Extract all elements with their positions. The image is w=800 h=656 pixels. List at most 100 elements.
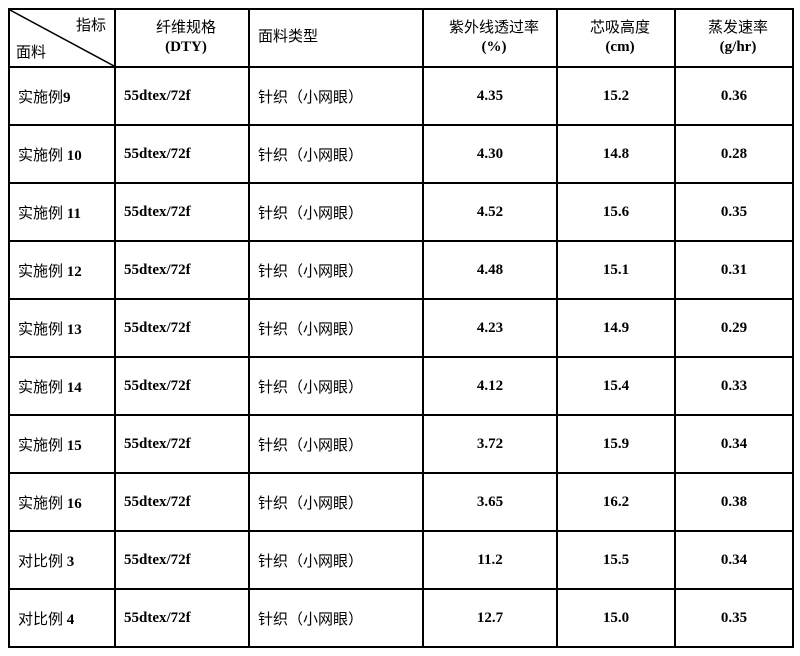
cell-fiber-spec: 55dtex/72f bbox=[115, 183, 249, 241]
fabric-data-table: 指标 面料 纤维规格 (DTY) 面料类型 紫外线透过率 (%) 芯吸高度 (c… bbox=[8, 8, 794, 648]
table-row: 实施例 1655dtex/72f针织（小网眼）3.6516.20.38 bbox=[9, 473, 793, 531]
sample-name-prefix: 实施例 bbox=[18, 380, 67, 396]
header-diagonal: 指标 面料 bbox=[9, 9, 115, 67]
cell-uv: 12.7 bbox=[423, 589, 557, 647]
cell-evap: 0.33 bbox=[675, 357, 793, 415]
sample-name-prefix: 实施例 bbox=[18, 322, 67, 338]
sample-name-prefix: 对比例 bbox=[18, 554, 67, 570]
cell-uv: 3.72 bbox=[423, 415, 557, 473]
table-row: 对比例 455dtex/72f针织（小网眼）12.715.00.35 bbox=[9, 589, 793, 647]
cell-fabric-type: 针织（小网眼） bbox=[249, 473, 423, 531]
sample-name-prefix: 实施例 bbox=[18, 148, 67, 164]
cell-fabric-type: 针织（小网眼） bbox=[249, 415, 423, 473]
cell-sample-name: 实施例 11 bbox=[9, 183, 115, 241]
table-row: 实施例955dtex/72f针织（小网眼）4.3515.20.36 bbox=[9, 67, 793, 125]
cell-evap: 0.34 bbox=[675, 531, 793, 589]
cell-uv: 4.12 bbox=[423, 357, 557, 415]
cell-uv: 3.65 bbox=[423, 473, 557, 531]
sample-name-number: 9 bbox=[63, 90, 71, 106]
cell-wick: 16.2 bbox=[557, 473, 675, 531]
table-header-row: 指标 面料 纤维规格 (DTY) 面料类型 紫外线透过率 (%) 芯吸高度 (c… bbox=[9, 9, 793, 67]
sample-name-number: 13 bbox=[67, 322, 82, 338]
sample-name-prefix: 对比例 bbox=[18, 612, 67, 628]
cell-uv: 4.35 bbox=[423, 67, 557, 125]
header-evap: 蒸发速率 (g/hr) bbox=[675, 9, 793, 67]
header-wick: 芯吸高度 (cm) bbox=[557, 9, 675, 67]
table-row: 实施例 1255dtex/72f针织（小网眼）4.4815.10.31 bbox=[9, 241, 793, 299]
cell-fiber-spec: 55dtex/72f bbox=[115, 531, 249, 589]
cell-fabric-type: 针织（小网眼） bbox=[249, 241, 423, 299]
cell-uv: 4.30 bbox=[423, 125, 557, 183]
cell-fabric-type: 针织（小网眼） bbox=[249, 183, 423, 241]
cell-sample-name: 实施例 13 bbox=[9, 299, 115, 357]
sample-name-prefix: 实施例 bbox=[18, 496, 67, 512]
cell-evap: 0.35 bbox=[675, 589, 793, 647]
cell-wick: 15.5 bbox=[557, 531, 675, 589]
cell-evap: 0.34 bbox=[675, 415, 793, 473]
cell-fabric-type: 针织（小网眼） bbox=[249, 125, 423, 183]
sample-name-prefix: 实施例 bbox=[18, 264, 67, 280]
cell-uv: 4.48 bbox=[423, 241, 557, 299]
cell-fabric-type: 针织（小网眼） bbox=[249, 67, 423, 125]
cell-uv: 4.23 bbox=[423, 299, 557, 357]
header-uv-l2: (%) bbox=[432, 38, 556, 58]
cell-sample-name: 对比例 3 bbox=[9, 531, 115, 589]
cell-wick: 15.2 bbox=[557, 67, 675, 125]
header-wick-l2: (cm) bbox=[566, 38, 674, 58]
cell-uv: 11.2 bbox=[423, 531, 557, 589]
cell-sample-name: 实施例 12 bbox=[9, 241, 115, 299]
cell-fiber-spec: 55dtex/72f bbox=[115, 357, 249, 415]
cell-evap: 0.35 bbox=[675, 183, 793, 241]
cell-fiber-spec: 55dtex/72f bbox=[115, 67, 249, 125]
cell-sample-name: 实施例 16 bbox=[9, 473, 115, 531]
sample-name-prefix: 实施例 bbox=[18, 206, 67, 222]
header-uv-l1: 紫外线透过率 bbox=[432, 19, 556, 39]
cell-fiber-spec: 55dtex/72f bbox=[115, 125, 249, 183]
cell-fiber-spec: 55dtex/72f bbox=[115, 589, 249, 647]
table-row: 实施例 15 55dtex/72f针织（小网眼）3.7215.90.34 bbox=[9, 415, 793, 473]
cell-sample-name: 实施例9 bbox=[9, 67, 115, 125]
cell-fabric-type: 针织（小网眼） bbox=[249, 357, 423, 415]
cell-sample-name: 实施例 14 bbox=[9, 357, 115, 415]
table-body: 实施例955dtex/72f针织（小网眼）4.3515.20.36实施例 105… bbox=[9, 67, 793, 647]
header-fiber-spec-l1: 纤维规格 bbox=[124, 19, 248, 39]
header-diag-bottom: 面料 bbox=[16, 41, 46, 62]
cell-fiber-spec: 55dtex/72f bbox=[115, 415, 249, 473]
header-diag-top: 指标 bbox=[76, 14, 106, 35]
sample-name-number: 15 bbox=[67, 438, 82, 454]
sample-name-number: 14 bbox=[67, 380, 82, 396]
sample-name-prefix: 实施例 bbox=[18, 438, 67, 454]
cell-wick: 15.9 bbox=[557, 415, 675, 473]
cell-fabric-type: 针织（小网眼） bbox=[249, 531, 423, 589]
cell-wick: 15.1 bbox=[557, 241, 675, 299]
cell-sample-name: 实施例 10 bbox=[9, 125, 115, 183]
cell-evap: 0.29 bbox=[675, 299, 793, 357]
cell-wick: 14.9 bbox=[557, 299, 675, 357]
sample-name-prefix: 实施例 bbox=[18, 90, 63, 106]
table-row: 实施例 1355dtex/72f针织（小网眼）4.2314.90.29 bbox=[9, 299, 793, 357]
cell-sample-name: 对比例 4 bbox=[9, 589, 115, 647]
sample-name-number: 4 bbox=[67, 612, 75, 628]
sample-name-number: 16 bbox=[67, 496, 82, 512]
sample-name-number: 3 bbox=[67, 554, 75, 570]
cell-evap: 0.28 bbox=[675, 125, 793, 183]
cell-fabric-type: 针织（小网眼） bbox=[249, 299, 423, 357]
cell-evap: 0.31 bbox=[675, 241, 793, 299]
cell-evap: 0.36 bbox=[675, 67, 793, 125]
header-evap-l2: (g/hr) bbox=[684, 38, 792, 58]
table-row: 实施例 1055dtex/72f针织（小网眼）4.3014.80.28 bbox=[9, 125, 793, 183]
table-row: 实施例 1155dtex/72f针织（小网眼）4.5215.60.35 bbox=[9, 183, 793, 241]
table-row: 实施例 1455dtex/72f针织（小网眼）4.1215.40.33 bbox=[9, 357, 793, 415]
sample-name-number: 11 bbox=[67, 206, 81, 222]
cell-fiber-spec: 55dtex/72f bbox=[115, 473, 249, 531]
header-fabric-type-label: 面料类型 bbox=[258, 29, 318, 45]
cell-fiber-spec: 55dtex/72f bbox=[115, 241, 249, 299]
cell-uv: 4.52 bbox=[423, 183, 557, 241]
cell-evap: 0.38 bbox=[675, 473, 793, 531]
header-evap-l1: 蒸发速率 bbox=[684, 19, 792, 39]
header-fiber-spec-l2: (DTY) bbox=[124, 38, 248, 58]
cell-fiber-spec: 55dtex/72f bbox=[115, 299, 249, 357]
sample-name-number: 10 bbox=[67, 148, 82, 164]
cell-wick: 15.4 bbox=[557, 357, 675, 415]
sample-name-number: 12 bbox=[67, 264, 82, 280]
